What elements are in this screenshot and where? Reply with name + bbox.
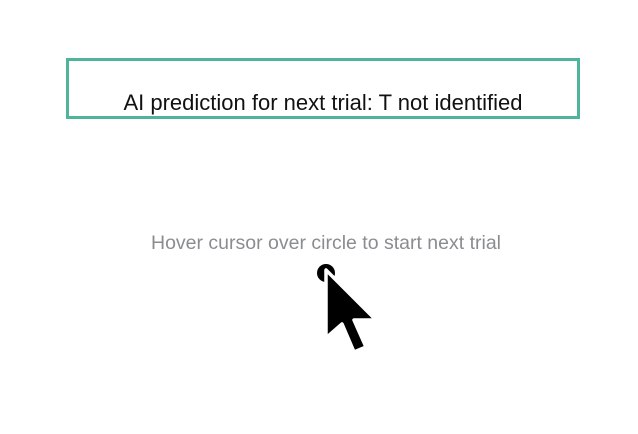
start-instruction-text: Hover cursor over circle to start next t…: [150, 232, 502, 254]
mouse-pointer-icon: [324, 268, 378, 354]
ai-prediction-box: AI prediction for next trial: T not iden…: [66, 58, 580, 119]
ai-prediction-text: AI prediction for next trial: T not iden…: [123, 90, 523, 115]
